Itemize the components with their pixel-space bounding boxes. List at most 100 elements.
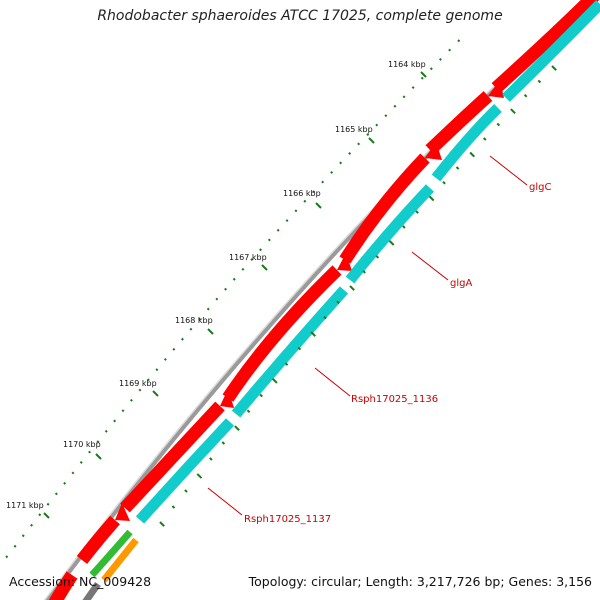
gene-label-Rsph17025_1136[interactable]: Rsph17025_1136 [351, 394, 438, 405]
major-tick [261, 264, 268, 271]
cds-arrow-7[interactable] [48, 571, 78, 600]
inner-tick [442, 180, 446, 185]
gene-label-Rsph17025_1137[interactable]: Rsph17025_1137 [244, 514, 331, 525]
cds-arrowhead-3 [337, 253, 352, 271]
inner-tick [496, 122, 501, 127]
inner-tick [537, 79, 542, 84]
orange-feature[interactable] [101, 537, 139, 583]
ruler-label-1164: 1164 kbp [388, 60, 426, 69]
gene-labels: glgC glgA Rsph17025_1136 Rsph17025_1137 [207, 155, 551, 525]
cyan-cds-5[interactable] [135, 418, 235, 524]
cds-arrow-5[interactable] [120, 401, 225, 513]
minor-tick [267, 238, 271, 242]
minor-tick [420, 76, 424, 80]
inner-tick [159, 521, 165, 527]
gray-feature [82, 581, 101, 600]
accession-text: Accession: NC_009428 [9, 574, 152, 589]
label-line-glgA [411, 251, 449, 281]
minor-tick [384, 114, 388, 118]
minor-tick [180, 337, 184, 341]
green-feature[interactable] [89, 529, 133, 578]
inner-tick [196, 473, 203, 479]
ruler-minor-ticks [5, 39, 461, 559]
minor-tick [429, 67, 433, 71]
cds-arrow-6[interactable] [76, 515, 120, 564]
minor-tick [206, 307, 210, 311]
minor-tick [138, 388, 142, 392]
gene-label-glgA[interactable]: glgA [450, 278, 472, 289]
cds-arrow-glgA[interactable] [425, 91, 493, 155]
major-tick [368, 137, 375, 144]
minor-tick [312, 190, 316, 194]
minor-tick [172, 347, 176, 351]
ruler-label-1165: 1165 kbp [335, 125, 373, 134]
ruler-label-1166: 1166 kbp [283, 189, 321, 198]
minor-tick [330, 170, 334, 174]
minor-tick [163, 357, 167, 361]
minor-tick [357, 142, 361, 146]
major-tick [420, 71, 427, 78]
minor-tick [411, 86, 415, 90]
major-tick [207, 328, 214, 335]
cyan-cds-1[interactable] [502, 0, 600, 102]
minor-tick [46, 502, 50, 506]
ruler-label-1170: 1170 kbp [63, 440, 101, 449]
inner-tick [469, 151, 476, 158]
minor-tick [198, 317, 202, 321]
minor-tick [375, 123, 379, 127]
minor-tick [285, 219, 289, 223]
minor-tick [457, 39, 461, 43]
inner-tick [455, 166, 460, 170]
cds-arrow-Rsph17025_1136[interactable] [339, 153, 430, 264]
inner-tick [323, 315, 327, 320]
minor-tick [5, 555, 9, 559]
forward-cds-track [48, 0, 600, 600]
inner-tick [184, 489, 188, 493]
cyan-cds-4[interactable] [231, 286, 349, 418]
minor-tick [215, 297, 219, 301]
cds-arrowhead-4 [220, 389, 234, 408]
minor-tick [21, 534, 25, 538]
minor-tick [232, 277, 236, 281]
inner-tick [221, 441, 226, 445]
cds-arrowhead-5 [115, 503, 130, 521]
minor-tick [259, 248, 263, 252]
cds-arrow-glgC[interactable] [491, 0, 600, 93]
minor-tick [294, 209, 298, 213]
gene-label-glgC[interactable]: glgC [529, 182, 551, 193]
minor-tick [393, 104, 397, 108]
ruler-labels: 1164 kbp 1165 kbp 1166 kbp 1167 kbp 1168… [6, 60, 427, 519]
inner-tick [271, 377, 278, 384]
inner-tick [510, 108, 516, 115]
inner-gc-ticks [159, 65, 557, 527]
map-title: Rhodobacter sphaeroides ATCC 17025, comp… [97, 8, 503, 24]
minor-tick [146, 378, 150, 382]
inner-tick [482, 137, 487, 141]
cds-arrowhead-2 [425, 142, 442, 160]
major-tick [43, 512, 50, 519]
cds-arrow-Rsph17025_1137[interactable] [222, 265, 342, 402]
cyan-cds-2[interactable] [431, 104, 502, 182]
genome-summary-text: Topology: circular; Length: 3,217,726 bp… [248, 574, 592, 589]
ruler-label-1171: 1171 kbp [6, 501, 44, 510]
minor-tick [38, 513, 42, 517]
minor-tick [88, 450, 92, 454]
inner-tick [349, 285, 355, 291]
inner-tick [402, 225, 406, 229]
minor-tick [339, 161, 343, 165]
inner-tick [415, 210, 419, 214]
label-line-1137 [207, 487, 243, 516]
cyan-cds-3[interactable] [345, 184, 434, 284]
label-line-glgC [489, 155, 528, 186]
minor-tick [79, 460, 83, 464]
inner-tick [362, 270, 366, 274]
major-tick [95, 453, 102, 460]
ruler-label-1168: 1168 kbp [175, 316, 213, 325]
minor-tick [189, 327, 193, 331]
inner-tick [336, 300, 340, 305]
inner-tick [388, 240, 395, 246]
minor-tick [276, 228, 280, 232]
ruler-label-1167: 1167 kbp [229, 253, 267, 262]
minor-tick [63, 481, 67, 485]
